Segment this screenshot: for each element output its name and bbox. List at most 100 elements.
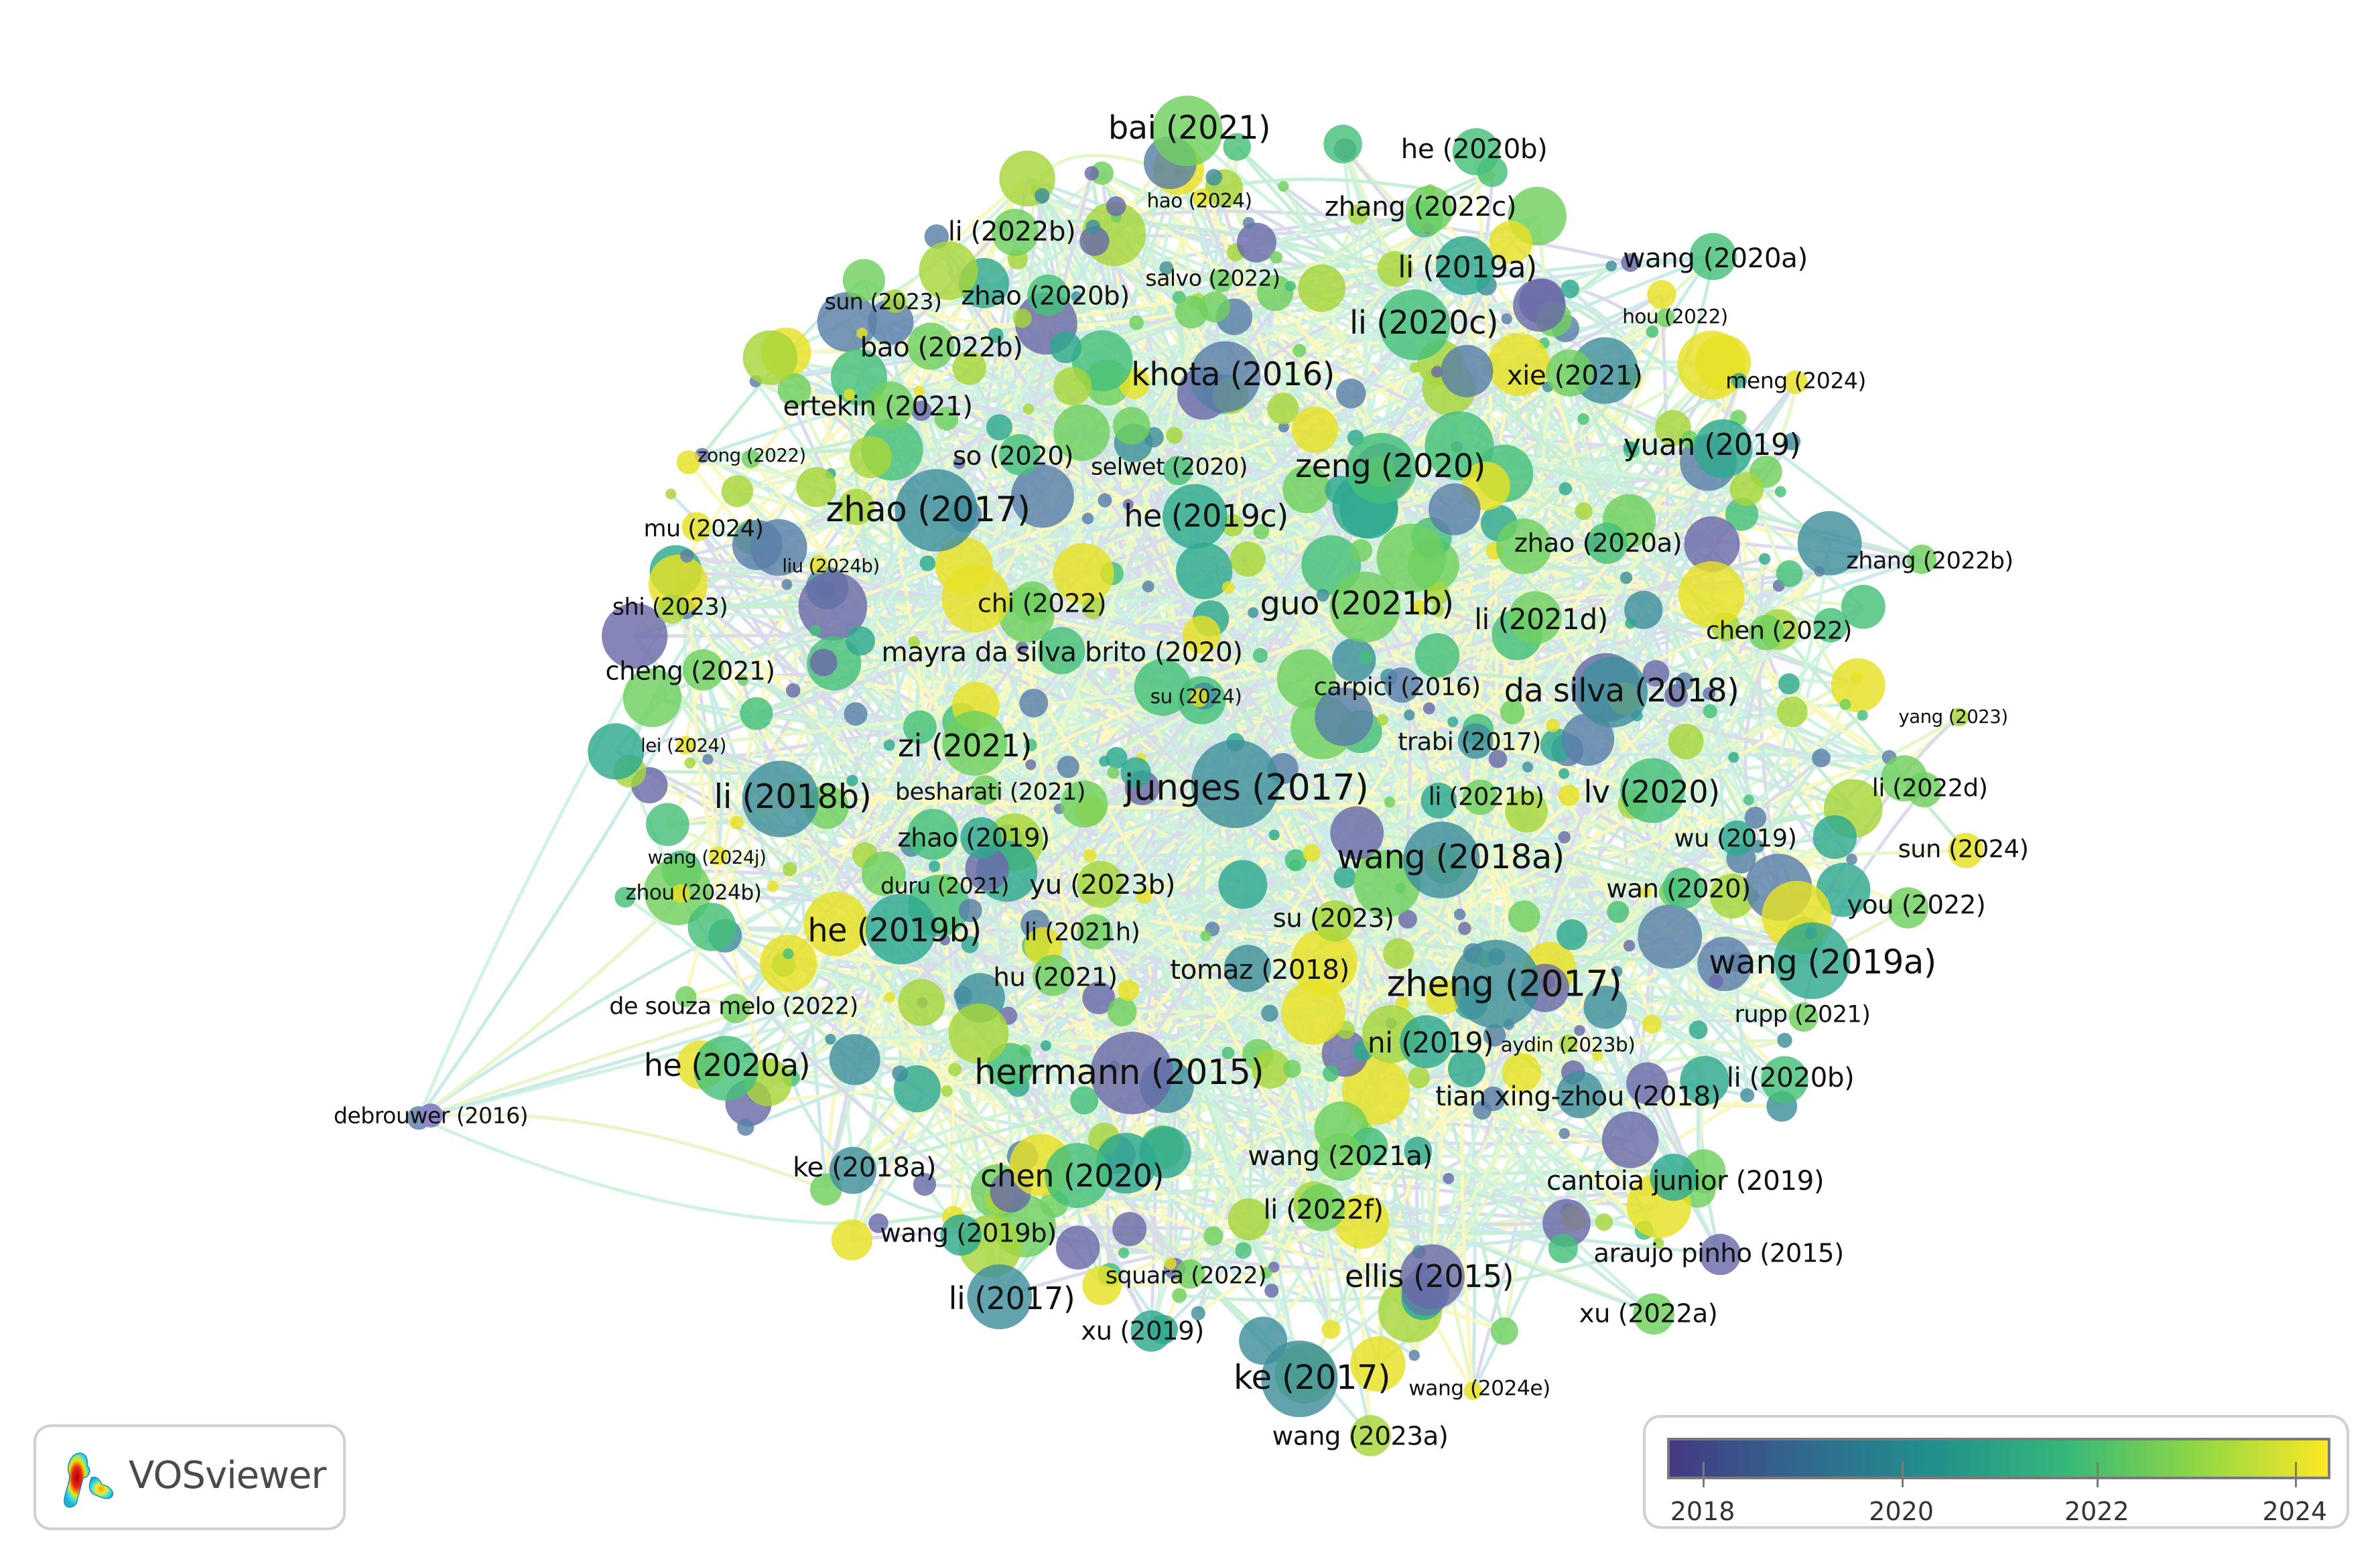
publication-node[interactable]: [958, 898, 982, 923]
node-label[interactable]: li (2022b): [947, 214, 1076, 247]
publication-node[interactable]: [895, 469, 978, 552]
publication-node[interactable]: [1452, 128, 1500, 176]
node-label[interactable]: wan (2020): [1606, 874, 1751, 904]
publication-node[interactable]: [1605, 260, 1617, 272]
publication-node[interactable]: [1032, 955, 1074, 996]
publication-node[interactable]: [730, 815, 744, 830]
node-label[interactable]: li (2020b): [1726, 1061, 1855, 1093]
publication-node[interactable]: [1441, 344, 1494, 397]
publication-node[interactable]: [988, 327, 1004, 344]
node-label[interactable]: he (2019b): [807, 912, 982, 950]
publication-node[interactable]: [940, 1214, 982, 1256]
node-label[interactable]: meng (2024): [1725, 367, 1866, 394]
publication-node[interactable]: [1120, 757, 1151, 788]
publication-node[interactable]: [1725, 497, 1759, 531]
publication-node[interactable]: [1077, 914, 1113, 950]
publication-node[interactable]: [1107, 997, 1137, 1026]
publication-node[interactable]: [1118, 979, 1140, 1002]
publication-nodes[interactable]: [407, 95, 1984, 1457]
publication-node[interactable]: [1601, 1111, 1659, 1168]
node-label[interactable]: li (2020c): [1349, 305, 1499, 342]
node-label[interactable]: aydin (2023b): [1500, 1033, 1636, 1057]
publication-node[interactable]: [721, 475, 754, 507]
publication-node[interactable]: [1408, 1349, 1420, 1361]
publication-node[interactable]: [866, 381, 914, 429]
publication-node[interactable]: [1376, 523, 1446, 593]
publication-node[interactable]: [1557, 919, 1588, 951]
publication-node[interactable]: [1625, 618, 1636, 629]
publication-node[interactable]: [1024, 738, 1037, 752]
publication-node[interactable]: [898, 979, 945, 1026]
publication-node[interactable]: [1611, 965, 1623, 977]
publication-node[interactable]: [1316, 588, 1329, 602]
publication-node[interactable]: [783, 948, 794, 959]
publication-node[interactable]: [1846, 854, 1857, 865]
publication-node[interactable]: [1623, 441, 1636, 454]
publication-node[interactable]: [1083, 849, 1097, 862]
node-label[interactable]: tian xing-zhou (2018): [1435, 1079, 1721, 1112]
publication-node[interactable]: [1646, 325, 1659, 338]
publication-node[interactable]: [952, 351, 987, 385]
publication-node[interactable]: [1070, 1086, 1099, 1115]
publication-node[interactable]: [742, 330, 798, 385]
publication-node[interactable]: [1744, 807, 1767, 829]
publication-node[interactable]: [919, 555, 936, 571]
publication-node[interactable]: [1777, 696, 1808, 728]
publication-node[interactable]: [934, 406, 959, 431]
publication-node[interactable]: [1561, 713, 1615, 766]
publication-node[interactable]: [1575, 502, 1593, 521]
node-label[interactable]: zi (2021): [897, 728, 1033, 764]
publication-node[interactable]: [1235, 1242, 1252, 1259]
publication-node[interactable]: [1709, 974, 1723, 989]
publication-node[interactable]: [1384, 796, 1396, 808]
publication-node[interactable]: [1814, 565, 1825, 577]
publication-node[interactable]: [1350, 1336, 1406, 1392]
publication-node[interactable]: [1015, 641, 1029, 655]
publication-node[interactable]: [1906, 772, 1942, 808]
node-label[interactable]: hu (2021): [993, 962, 1118, 993]
publication-node[interactable]: [1209, 269, 1233, 293]
publication-node[interactable]: [1429, 483, 1481, 535]
node-label[interactable]: xu (2022a): [1579, 1298, 1718, 1329]
publication-node[interactable]: [1778, 673, 1800, 695]
publication-node[interactable]: [1699, 1233, 1741, 1276]
publication-node[interactable]: [1831, 658, 1886, 713]
publication-node[interactable]: [1035, 188, 1050, 204]
node-label[interactable]: wang (2020a): [1623, 241, 1808, 274]
node-label[interactable]: araujo pinho (2015): [1593, 1238, 1844, 1269]
publication-node[interactable]: [1284, 280, 1296, 291]
node-label[interactable]: li (2021d): [1474, 602, 1608, 636]
publication-node[interactable]: [1130, 1310, 1173, 1352]
publication-node[interactable]: [948, 1003, 1009, 1064]
publication-node[interactable]: [1377, 251, 1414, 287]
node-label[interactable]: herrmann (2015): [974, 1053, 1264, 1093]
node-label[interactable]: debrouwer (2016): [333, 1102, 529, 1129]
publication-node[interactable]: [671, 884, 690, 903]
publication-node[interactable]: [1490, 1317, 1518, 1345]
publication-node[interactable]: [1668, 724, 1704, 760]
publication-node[interactable]: [1400, 1015, 1453, 1069]
publication-node[interactable]: [1680, 430, 1699, 448]
publication-node[interactable]: [1623, 939, 1636, 952]
publication-node[interactable]: [1253, 523, 1270, 540]
publication-node[interactable]: [829, 1146, 877, 1195]
publication-node[interactable]: [1122, 498, 1134, 510]
node-label[interactable]: xu (2019): [1081, 1316, 1204, 1347]
publication-node[interactable]: [849, 435, 892, 478]
publication-node[interactable]: [680, 549, 694, 563]
publication-node[interactable]: [1045, 1143, 1110, 1208]
publication-node[interactable]: [1175, 1259, 1205, 1289]
publication-node[interactable]: [1267, 393, 1299, 425]
publication-node[interactable]: [1261, 1340, 1338, 1418]
publication-node[interactable]: [1278, 180, 1289, 192]
publication-node[interactable]: [892, 1065, 909, 1082]
publication-node[interactable]: [1205, 169, 1223, 186]
publication-node[interactable]: [781, 579, 793, 590]
publication-node[interactable]: [865, 893, 937, 965]
node-label[interactable]: ni (2019): [1367, 1026, 1494, 1059]
publication-node[interactable]: [676, 450, 701, 474]
publication-node[interactable]: [884, 992, 895, 1003]
publication-node[interactable]: [1248, 607, 1259, 618]
node-label[interactable]: su (2023): [1272, 903, 1394, 934]
